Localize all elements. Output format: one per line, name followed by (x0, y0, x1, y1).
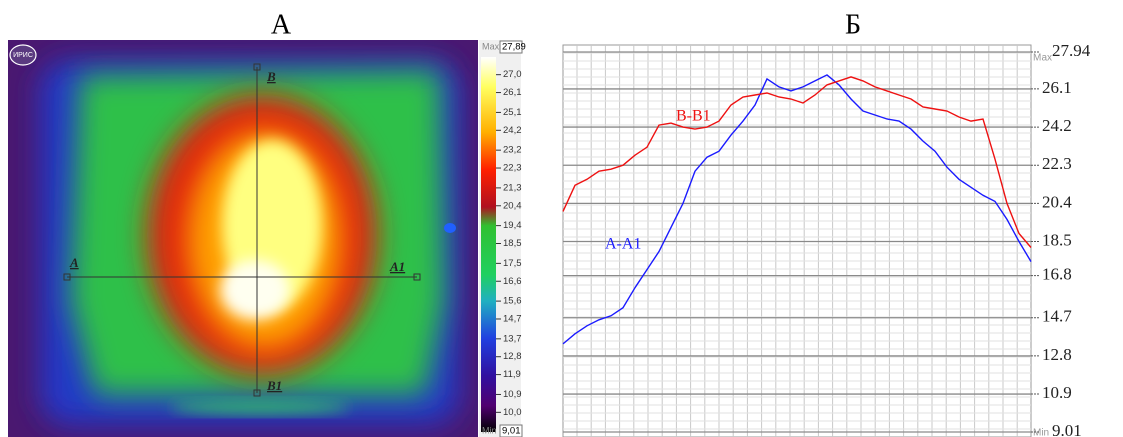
colorbar-tick-label: 12,8 (503, 351, 522, 362)
y-tick-label: 20.4 (1042, 192, 1072, 211)
colorbar-tick-label: 22,3 (503, 163, 522, 174)
colorbar-tick-label: 16,6 (503, 276, 522, 287)
colorbar-tick-label: 27,0 (503, 69, 522, 80)
max-label: Мах (1033, 53, 1052, 64)
section-marker: B1 (266, 378, 282, 393)
colorbar-tick-label: 17,5 (503, 258, 522, 269)
endpoint (63, 273, 71, 281)
logo-text: ИРИС (13, 52, 33, 59)
colorbar-tick-label: 19,4 (503, 220, 522, 231)
series-label: A-A1 (605, 236, 641, 253)
thermal-image (8, 40, 478, 437)
series-label: B-B1 (676, 108, 711, 125)
colorbar-tick-label: 23,2 (503, 145, 522, 156)
panel-title: Б (845, 9, 861, 40)
colorbar-tick-label: 11,9 (503, 369, 521, 380)
colorbar-tick-label: 25,1 (503, 107, 522, 118)
range-box (499, 424, 523, 437)
series-line (562, 76, 1032, 248)
y-tick-label: 10.9 (1042, 383, 1072, 402)
logo (9, 44, 37, 66)
colorbar (481, 57, 496, 432)
colorbar-tick-label: 24,2 (503, 125, 522, 136)
colorbar-tick-label: 13,7 (503, 333, 522, 344)
range-box (499, 40, 523, 54)
endpoint (253, 389, 261, 397)
colorbar-tick-label: 26,1 (503, 87, 522, 98)
colorbar-tick-label: 10,9 (503, 389, 522, 400)
series-line (562, 74, 1032, 345)
y-tick-label: 18.5 (1042, 230, 1072, 249)
section-marker: A1 (389, 259, 405, 274)
y-tick-label: 24.2 (1042, 116, 1072, 135)
max-label: Мах (482, 41, 500, 51)
colorbar-tick-label: 10,0 (503, 407, 522, 418)
min-label: Min (482, 425, 497, 435)
range-value: 27,89 (502, 42, 526, 53)
minor-grid (563, 45, 1031, 437)
panel-title: А (271, 9, 292, 40)
colorbar-tick-label: 18,5 (503, 238, 522, 249)
y-tick-label: 16.8 (1042, 265, 1072, 284)
y-tick-label: 14.7 (1042, 307, 1072, 326)
endpoint (253, 63, 261, 71)
endpoint (413, 273, 421, 281)
y-tick-label: 27.94 (1052, 41, 1091, 60)
range-value: 9,01 (502, 426, 521, 437)
section-marker: A (69, 255, 79, 270)
colorbar-tick-label: 14,7 (503, 313, 522, 324)
y-tick-label: 26.1 (1042, 78, 1072, 97)
y-tick-label: 22.3 (1042, 154, 1072, 173)
min-label: Min (1033, 428, 1049, 437)
section-marker: B (266, 69, 276, 84)
colorbar-tick-label: 15,6 (503, 296, 522, 307)
y-tick-label: 12.8 (1042, 345, 1072, 364)
colorbar-tick-label: 21,3 (503, 182, 522, 193)
y-tick-label: 9.01 (1052, 421, 1082, 437)
colorbar-tick-label: 20,4 (503, 200, 522, 211)
